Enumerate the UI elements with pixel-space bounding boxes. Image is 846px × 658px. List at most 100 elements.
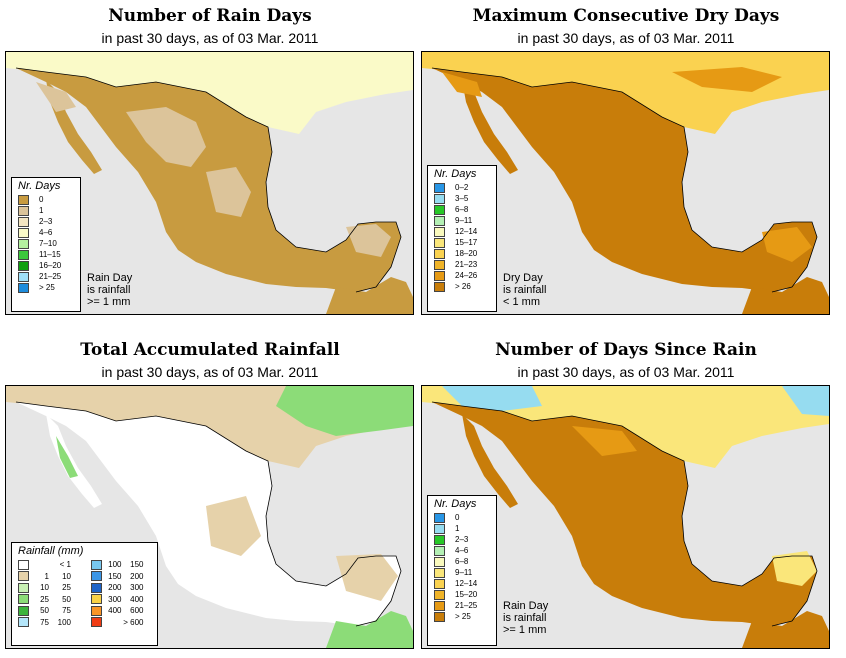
legend-swatch bbox=[18, 559, 29, 570]
legend-label: 21–25 bbox=[39, 272, 62, 281]
legend-label: 18–20 bbox=[455, 249, 478, 258]
region-patch bbox=[206, 496, 261, 556]
panel-subtitle: in past 30 days, as of 03 Mar. 2011 bbox=[101, 30, 319, 46]
panel-subtitle: in past 30 days, as of 03 Mar. 2011 bbox=[101, 364, 319, 380]
note-line: is rainfall bbox=[87, 284, 131, 296]
legend-swatch bbox=[18, 582, 29, 593]
legend-swatch bbox=[90, 571, 102, 582]
legend-range-high: 75 bbox=[62, 606, 71, 616]
note-line: is rainfall bbox=[503, 612, 547, 624]
map-total-rainfall bbox=[5, 385, 414, 649]
legend-title: Nr. Days bbox=[18, 180, 61, 192]
panel-max-dry-days: Maximum Consecutive Dry Days in past 30 … bbox=[421, 0, 831, 320]
legend-label: 16–20 bbox=[39, 261, 62, 270]
legend-item: 4–6 bbox=[12, 227, 80, 238]
legend-range-low: 200 bbox=[108, 583, 122, 593]
legend-item: > 25 bbox=[12, 282, 80, 293]
legend-range-high: 10 bbox=[62, 571, 71, 581]
region-patch bbox=[36, 82, 76, 112]
legend-item: 300 400 bbox=[85, 594, 158, 606]
legend-item: 18–20 bbox=[428, 248, 496, 259]
legend-swatch bbox=[90, 605, 102, 616]
legend-label: 4–6 bbox=[39, 228, 53, 237]
legend-item: 24–26 bbox=[428, 270, 496, 281]
map-days-since-rain bbox=[421, 385, 830, 649]
legend-item: 6–8 bbox=[428, 204, 496, 215]
legend-item: 3–5 bbox=[428, 193, 496, 204]
legend-swatch bbox=[18, 205, 29, 216]
legend-label: 15–17 bbox=[455, 238, 478, 247]
legend-col: < 1 1 10 10 25 25 50 50 75 75 100 bbox=[12, 559, 85, 628]
legend-swatch bbox=[18, 227, 29, 238]
legend-rows: 0–2 3–5 6–8 9–11 12–14 15–17 18–20 21–23 24–26 > … bbox=[428, 182, 496, 292]
coastline-border bbox=[15, 401, 402, 627]
panel-subtitle: in past 30 days, as of 03 Mar. 2011 bbox=[517, 364, 735, 380]
legend-range-low: 300 bbox=[108, 594, 122, 604]
legend-swatch bbox=[434, 204, 445, 215]
central-america bbox=[742, 277, 829, 314]
legend-grid: < 1 1 10 10 25 25 50 50 75 75 100 100 150 150 200 200 3… bbox=[12, 559, 157, 628]
legend: Nr. Days 0 1 2–3 4–6 7–10 11–15 16–20 21–25 > 25 bbox=[11, 177, 81, 312]
legend-swatch bbox=[18, 571, 29, 582]
region-patch bbox=[762, 227, 812, 262]
note-line: >= 1 mm bbox=[503, 624, 547, 636]
region-patch bbox=[442, 72, 482, 97]
legend-range-high: > 600 bbox=[123, 617, 144, 627]
legend: Rainfall (mm) < 1 1 10 10 25 25 50 50 75 75 100 10… bbox=[11, 542, 158, 646]
baja-peninsula bbox=[46, 414, 102, 508]
legend-range-low: 400 bbox=[108, 606, 122, 616]
legend-range-high: 50 bbox=[62, 594, 71, 604]
note-line: Rain Day bbox=[503, 600, 549, 612]
legend-swatch bbox=[90, 582, 102, 593]
legend-item: 7–10 bbox=[12, 238, 80, 249]
region-patch bbox=[346, 224, 391, 257]
legend-item: 9–11 bbox=[428, 215, 496, 226]
legend-swatch bbox=[434, 589, 445, 600]
legend-label: 0–2 bbox=[455, 183, 469, 192]
baja-peninsula bbox=[462, 80, 518, 174]
legend-label: 9–11 bbox=[455, 216, 473, 225]
panel-title: Number of Days Since Rain bbox=[495, 340, 757, 360]
region-patch bbox=[442, 386, 542, 411]
legend-swatch bbox=[434, 578, 445, 589]
legend-range-high: < 1 bbox=[59, 560, 71, 570]
legend-rows: 0 1 2–3 4–6 6–8 9–11 12–14 15–20 21–25 > 25 bbox=[428, 512, 496, 622]
legend-label: 4–6 bbox=[455, 546, 469, 555]
legend-swatch bbox=[90, 617, 102, 628]
legend-label: 24–26 bbox=[455, 271, 478, 280]
legend-swatch bbox=[434, 182, 445, 193]
legend-range-low: 10 bbox=[40, 583, 49, 593]
legend-item: 12–14 bbox=[428, 226, 496, 237]
note-line: < 1 mm bbox=[503, 296, 540, 308]
legend-label: 7–10 bbox=[39, 239, 57, 248]
legend-swatch bbox=[18, 194, 29, 205]
region-patch bbox=[126, 107, 206, 167]
baja-peninsula bbox=[462, 414, 518, 508]
note-line: >= 1 mm bbox=[87, 296, 131, 308]
legend-label: 12–14 bbox=[455, 227, 478, 236]
legend-label: 9–11 bbox=[455, 568, 473, 577]
legend-swatch bbox=[434, 281, 445, 292]
legend-range-low: 50 bbox=[40, 606, 49, 616]
region-patch bbox=[572, 426, 637, 456]
legend-swatch bbox=[434, 226, 445, 237]
note-line: Dry Day bbox=[503, 272, 543, 284]
legend-label: > 25 bbox=[39, 283, 55, 292]
legend-item: 0–2 bbox=[428, 182, 496, 193]
legend-item: 0 bbox=[428, 512, 496, 523]
legend-item: 75 100 bbox=[12, 617, 85, 629]
legend: Nr. Days 0–2 3–5 6–8 9–11 12–14 15–17 18–20 21–… bbox=[427, 165, 497, 312]
coastline-border bbox=[431, 67, 818, 293]
legend-swatch bbox=[434, 512, 445, 523]
legend-item: 25 50 bbox=[12, 594, 85, 606]
legend-range-low: 1 bbox=[44, 571, 49, 581]
legend-range-high: 150 bbox=[130, 560, 144, 570]
legend-item: > 26 bbox=[428, 281, 496, 292]
legend-label: 0 bbox=[455, 513, 460, 522]
region-patch bbox=[206, 167, 251, 217]
legend-label: 21–25 bbox=[455, 601, 478, 610]
region-patch bbox=[772, 551, 817, 586]
legend-item: 16–20 bbox=[12, 260, 80, 271]
legend-swatch bbox=[18, 249, 29, 260]
legend-item: 1 bbox=[428, 523, 496, 534]
